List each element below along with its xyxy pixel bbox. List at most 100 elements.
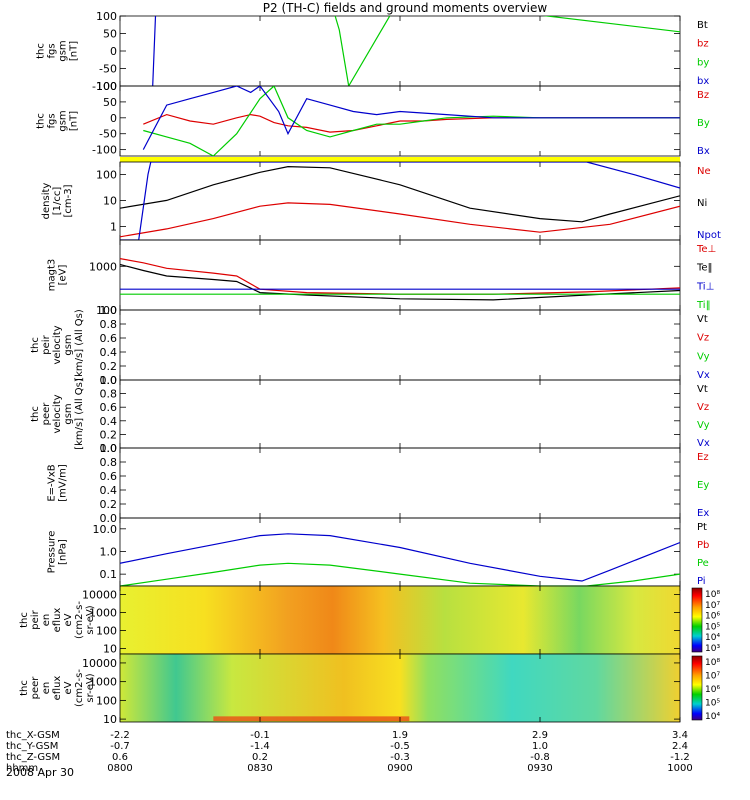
ephemeris-value: 0.6 bbox=[112, 752, 128, 763]
y-tick-label: 1.0 bbox=[100, 442, 118, 455]
y-tick-label: 0.2 bbox=[100, 428, 118, 441]
y-axis-label: velocity bbox=[52, 394, 63, 433]
y-tick-label: -50 bbox=[99, 128, 117, 141]
ephemeris-value: 2.4 bbox=[672, 741, 688, 752]
y-tick-label: 0.2 bbox=[100, 498, 118, 511]
series-pressure-Pi bbox=[120, 533, 680, 582]
spectrogram-hot-band bbox=[213, 716, 410, 721]
y-axis-label: [nT] bbox=[69, 111, 80, 131]
legend-Vy: Vy bbox=[697, 351, 710, 362]
legend-Pe: Pe bbox=[697, 558, 709, 569]
ephemeris-value: -0.5 bbox=[390, 741, 410, 752]
panel-density: 100 10 1 Ne Ni Npot density [1/cc] [cm-3] bbox=[41, 161, 721, 241]
y-tick-label: 0.6 bbox=[100, 401, 118, 414]
y-tick-label: -100 bbox=[92, 144, 117, 157]
y-tick-label: 0.8 bbox=[100, 388, 118, 401]
y-tick-label: 0.8 bbox=[100, 456, 118, 469]
y-axis-label: gsm bbox=[63, 334, 74, 355]
y-axis-label: (cm2-s- bbox=[74, 601, 85, 639]
y-axis-label: [mV/m] bbox=[58, 464, 69, 502]
legend-Pb: Pb bbox=[697, 540, 709, 551]
y-tick-label: 50 bbox=[103, 28, 117, 41]
y-tick-label: 1.0 bbox=[100, 374, 118, 387]
ephemeris-value: -0.1 bbox=[250, 730, 270, 741]
series-pressure-Pe bbox=[120, 562, 680, 586]
y-axis-label: thc bbox=[36, 43, 47, 59]
legend-bz: bz bbox=[697, 39, 709, 50]
y-tick-label: 10 bbox=[103, 713, 117, 726]
y-tick-label: 100 bbox=[96, 10, 117, 23]
legend-Pi: Pi bbox=[697, 576, 706, 587]
panel-peer-spec: 10⁸ 10⁷ 10⁶ 10⁵ 10⁴ 10000 1000 100 10 thc peer en ef… bbox=[19, 653, 720, 726]
ephemeris-row-label: thc_X-GSM bbox=[6, 730, 60, 741]
y-axis-label: fgs bbox=[47, 113, 58, 128]
legend-Vt: Vt bbox=[697, 314, 708, 325]
ephemeris-value: 2.9 bbox=[532, 730, 548, 741]
y-axis-label: eV bbox=[63, 681, 74, 694]
ephemeris-value: 1.0 bbox=[532, 741, 548, 752]
panel-pressure: 10.0 1.0 0.1 Pt Pb Pe Pi Pressure [nPa] bbox=[47, 517, 709, 587]
y-tick-label: 0.0 bbox=[100, 374, 118, 387]
legend-Te‖: Te‖ bbox=[696, 263, 713, 274]
y-axis-label: sr-eV) bbox=[85, 673, 96, 702]
ephemeris-value: -2.2 bbox=[110, 730, 130, 741]
y-tick-label: 100 bbox=[96, 80, 117, 93]
legend-Vy: Vy bbox=[697, 420, 710, 431]
panel-fgs-b: -100 -50 0 50 100 Bz By Bx thc fgs gsm [nT] bbox=[36, 80, 710, 157]
ephemeris-value: 0930 bbox=[527, 763, 552, 774]
date-label: 2008 Apr 30 bbox=[6, 766, 74, 779]
panel-fgs: 100 50 0 -50 -100 Bt bz by bx thc fgs gsm [nT] bbox=[36, 10, 710, 93]
ephemeris-block: thc_X-GSM -2.2 -0.1 1.9 2.9 3.4 thc_Y-GSM -0.7 -… bbox=[6, 730, 693, 774]
y-tick-label: -100 bbox=[92, 80, 117, 93]
y-tick-label: 1000 bbox=[89, 607, 117, 620]
y-axis-label: [km/s] (All Qs) bbox=[74, 309, 85, 381]
y-tick-label: 1.0 bbox=[100, 545, 118, 558]
legend-Bx: Bx bbox=[697, 146, 710, 157]
y-axis-label: E=-VxB bbox=[47, 464, 58, 501]
ephemeris-row-label: thc_Y-GSM bbox=[6, 741, 58, 752]
y-axis-label: [km/s] (All Qs) bbox=[74, 378, 85, 450]
y-axis-label: eV bbox=[63, 613, 74, 626]
y-tick-label: 0.6 bbox=[100, 470, 118, 483]
ephemeris-value: 3.4 bbox=[672, 730, 688, 741]
y-tick-label: 10000 bbox=[82, 589, 117, 602]
y-axis-label: thc bbox=[30, 337, 41, 353]
y-axis-label: gsm bbox=[58, 110, 69, 131]
y-axis-label: [eV] bbox=[58, 265, 69, 286]
spectrogram-peer-spec bbox=[120, 654, 680, 722]
y-axis-label: thc bbox=[19, 680, 30, 696]
y-tick-label: 10 bbox=[103, 643, 117, 656]
y-tick-label: 10.0 bbox=[93, 523, 118, 536]
y-tick-label: 50 bbox=[103, 96, 117, 109]
y-axis-label: Pressure bbox=[47, 531, 58, 574]
legend-Ne: Ne bbox=[697, 166, 711, 177]
y-tick-label: 0.6 bbox=[100, 332, 118, 345]
y-tick-label: 1 bbox=[110, 220, 117, 233]
y-axis-label: [nPa] bbox=[58, 539, 69, 565]
ephemeris-value: 0800 bbox=[107, 763, 132, 774]
y-axis-label: density bbox=[41, 183, 52, 220]
y-tick-label: 10000 bbox=[82, 657, 117, 670]
figure-title: P2 (TH-C) fields and ground moments over… bbox=[263, 1, 548, 15]
legend-Vx: Vx bbox=[697, 438, 710, 449]
y-axis-label: eflux bbox=[52, 676, 63, 701]
legend-Ti⊥: Ti⊥ bbox=[696, 281, 714, 292]
legend-Pt: Pt bbox=[697, 522, 707, 533]
ephemeris-row-label: thc_Z-GSM bbox=[6, 752, 60, 763]
y-tick-label: 10 bbox=[103, 194, 117, 207]
y-axis-label: sr-eV) bbox=[85, 605, 96, 634]
legend-Bt: Bt bbox=[697, 20, 708, 31]
y-axis-label: gsm bbox=[63, 403, 74, 424]
series-temp-Te‖ bbox=[120, 263, 680, 301]
y-tick-label: 0.8 bbox=[100, 318, 118, 331]
series-density-Ni bbox=[120, 165, 680, 223]
series-density-Npot bbox=[120, 162, 680, 240]
ephemeris-value: 1000 bbox=[667, 763, 692, 774]
legend-Vz: Vz bbox=[697, 333, 709, 344]
y-tick-label: 1000 bbox=[89, 676, 117, 689]
y-axis-label: peir bbox=[41, 334, 52, 354]
